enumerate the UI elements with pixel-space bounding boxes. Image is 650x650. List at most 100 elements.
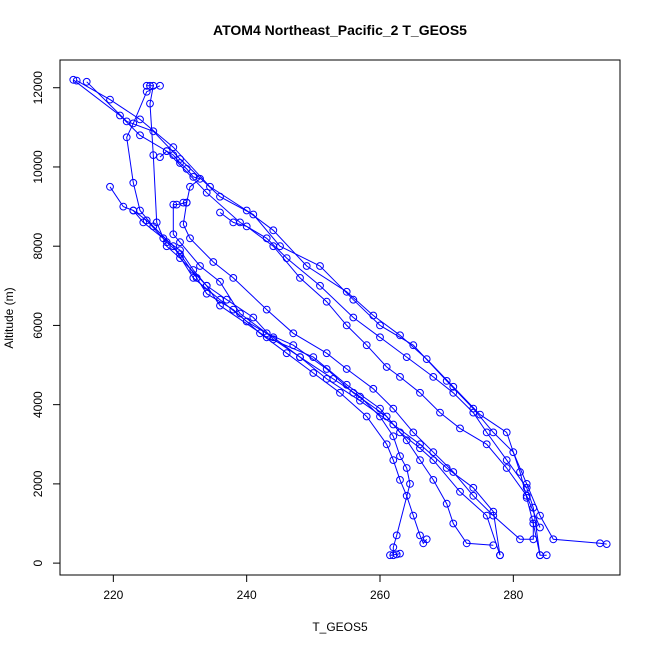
x-tick-label: 280 bbox=[503, 588, 523, 602]
data-point bbox=[362, 412, 371, 421]
data-point bbox=[429, 373, 438, 381]
data-point bbox=[196, 262, 204, 270]
data-point bbox=[489, 511, 498, 520]
data-point bbox=[322, 349, 331, 358]
data-point bbox=[406, 480, 414, 488]
data-point bbox=[376, 333, 384, 342]
data-point bbox=[396, 476, 404, 484]
data-point bbox=[146, 81, 154, 90]
data-point bbox=[249, 313, 258, 322]
series-line bbox=[76, 80, 541, 556]
data-point bbox=[222, 295, 231, 304]
data-point bbox=[502, 456, 511, 465]
y-tick-label: 6000 bbox=[31, 312, 45, 339]
data-point bbox=[82, 77, 91, 86]
data-point bbox=[72, 76, 81, 85]
data-point bbox=[236, 309, 244, 318]
data-point bbox=[349, 295, 358, 304]
data-point bbox=[489, 428, 498, 437]
data-point bbox=[342, 321, 351, 330]
data-point bbox=[522, 493, 531, 502]
data-point bbox=[509, 448, 518, 457]
data-point bbox=[402, 491, 411, 500]
x-axis-label: T_GEOS5 bbox=[312, 620, 368, 634]
data-point bbox=[342, 287, 351, 296]
data-point bbox=[396, 549, 404, 558]
data-point bbox=[429, 448, 438, 457]
data-point bbox=[322, 365, 331, 373]
data-point bbox=[289, 329, 298, 338]
data-point bbox=[449, 468, 458, 476]
y-axis: 0 2000 4000 6000 8000 10000 12000 bbox=[31, 71, 60, 566]
data-point bbox=[536, 551, 544, 560]
x-axis: 220 240 260 280 bbox=[103, 575, 524, 602]
data-point bbox=[142, 87, 151, 96]
data-point bbox=[169, 151, 178, 160]
data-point bbox=[179, 198, 188, 207]
data-point bbox=[522, 491, 531, 500]
data-point bbox=[502, 428, 511, 437]
data-point bbox=[229, 305, 238, 314]
data-point bbox=[449, 382, 458, 391]
series-line bbox=[159, 150, 494, 546]
data-point bbox=[262, 305, 271, 314]
x-tick-label: 240 bbox=[237, 588, 257, 602]
data-point bbox=[416, 531, 424, 540]
y-tick-label: 12000 bbox=[31, 71, 45, 105]
data-point bbox=[416, 440, 424, 449]
data-point bbox=[396, 373, 404, 381]
data-point bbox=[209, 258, 218, 266]
y-tick-label: 8000 bbox=[31, 233, 45, 260]
data-point bbox=[429, 476, 438, 484]
data-point bbox=[162, 147, 171, 156]
y-tick-label: 10000 bbox=[31, 150, 45, 184]
data-point bbox=[389, 543, 398, 552]
data-point bbox=[416, 388, 424, 397]
data-point bbox=[119, 202, 128, 211]
y-tick-label: 4000 bbox=[31, 391, 45, 418]
data-point bbox=[456, 487, 464, 496]
data-point bbox=[129, 119, 138, 128]
data-point bbox=[186, 182, 194, 191]
data-point bbox=[422, 535, 431, 544]
data-point bbox=[469, 404, 478, 413]
data-point bbox=[202, 281, 211, 290]
data-point bbox=[392, 550, 401, 559]
data-point bbox=[462, 539, 471, 548]
data-point bbox=[549, 535, 558, 544]
data-point bbox=[369, 311, 378, 320]
data-point bbox=[139, 218, 148, 227]
data-point bbox=[392, 531, 401, 540]
data-point bbox=[376, 321, 384, 330]
data-point bbox=[516, 535, 524, 544]
data-point bbox=[469, 491, 478, 500]
data-point bbox=[362, 341, 371, 350]
data-layer bbox=[69, 75, 611, 560]
data-point bbox=[342, 365, 351, 373]
data-point bbox=[202, 289, 211, 298]
data-point bbox=[476, 410, 484, 419]
data-point bbox=[402, 436, 411, 445]
x-tick-label: 220 bbox=[103, 588, 123, 602]
data-point bbox=[409, 511, 418, 520]
data-point bbox=[169, 230, 178, 239]
data-point bbox=[202, 188, 211, 197]
data-point bbox=[176, 159, 184, 167]
data-point bbox=[216, 277, 224, 286]
data-point bbox=[376, 412, 384, 421]
series-line bbox=[132, 210, 411, 556]
data-point bbox=[396, 331, 404, 340]
data-point bbox=[269, 242, 278, 251]
data-point bbox=[176, 238, 184, 247]
data-point bbox=[356, 392, 364, 401]
data-point bbox=[396, 452, 404, 461]
data-point bbox=[129, 178, 138, 187]
data-point bbox=[349, 388, 358, 397]
data-point bbox=[136, 115, 144, 124]
data-point bbox=[402, 353, 411, 362]
data-point bbox=[176, 246, 184, 255]
data-point bbox=[442, 464, 451, 472]
data-point bbox=[169, 242, 178, 251]
data-point bbox=[242, 222, 251, 231]
